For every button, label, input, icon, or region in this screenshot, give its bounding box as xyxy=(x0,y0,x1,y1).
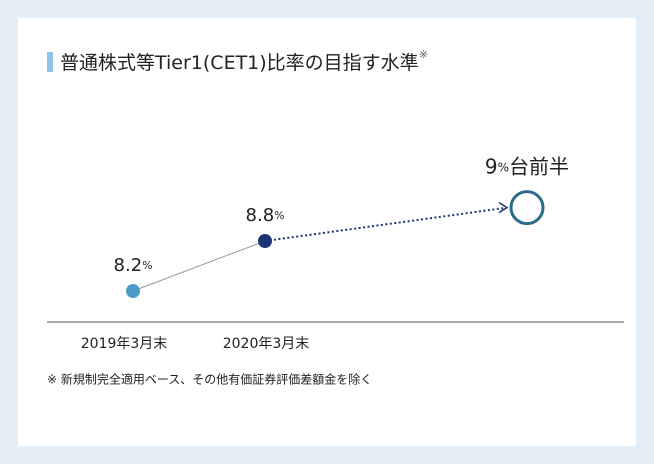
title-text: 普通株式等Tier1(CET1)比率の目指す水準 xyxy=(60,52,419,74)
value-label: 8.8% xyxy=(246,205,285,226)
point xyxy=(126,284,140,298)
card xyxy=(18,18,636,446)
trend-line xyxy=(132,240,266,292)
target-line xyxy=(264,206,508,242)
value-label: 9%台前半 xyxy=(485,154,569,178)
value-label: 8.2% xyxy=(114,255,153,276)
title-marker xyxy=(47,52,53,72)
footnote: ※ 新規制完全適用ベース、その他有価証券評価差額金を除く xyxy=(47,372,372,387)
chart-title: 普通株式等Tier1(CET1)比率の目指す水準※ xyxy=(60,48,428,74)
x-tick-label: 2019年3月末 xyxy=(81,336,168,352)
x-tick-label: 2020年3月末 xyxy=(223,336,310,352)
target-marker xyxy=(509,190,545,226)
title-note: ※ xyxy=(419,48,428,61)
point xyxy=(258,234,272,248)
arrow-head xyxy=(498,202,509,214)
